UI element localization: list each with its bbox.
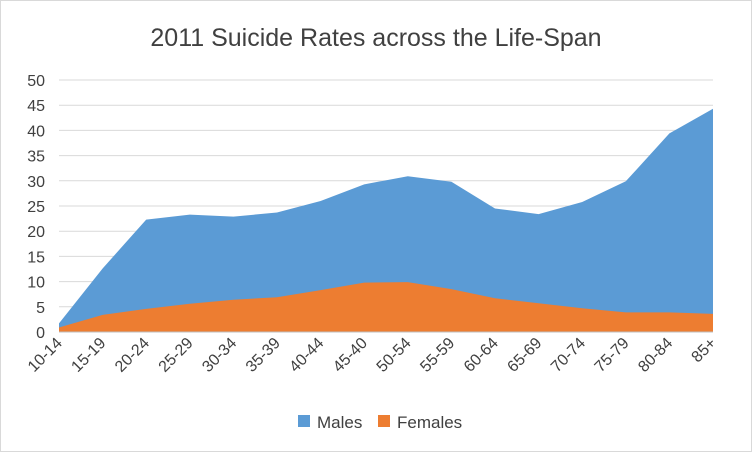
x-tick-label: 60-64 (461, 335, 502, 376)
y-tick-label: 40 (27, 123, 45, 140)
legend-swatch-females (378, 415, 390, 427)
x-tick-label: 70-74 (548, 335, 589, 376)
y-tick-label: 15 (27, 249, 45, 266)
plot-areas (59, 108, 713, 332)
x-tick-label: 50-54 (374, 335, 415, 376)
y-tick-label: 0 (36, 325, 45, 342)
x-tick-label: 20-24 (112, 335, 153, 376)
x-tick-label: 65-69 (504, 335, 545, 376)
x-tick-label: 10-14 (25, 335, 66, 376)
x-tick-label: 25-29 (156, 335, 197, 376)
y-tick-label: 10 (27, 275, 45, 292)
x-tick-label: 40-44 (286, 335, 327, 376)
area-females (59, 282, 713, 332)
x-tick-label: 45-40 (330, 335, 371, 376)
legend-label-males: Males (317, 413, 362, 432)
y-tick-label: 5 (36, 300, 45, 317)
y-tick-label: 30 (27, 174, 45, 191)
x-tick-label: 75-79 (592, 335, 633, 376)
x-tick-label: 80-84 (635, 335, 676, 376)
area-males (59, 108, 713, 332)
x-tick-label: 15-19 (68, 335, 109, 376)
y-tick-label: 45 (27, 98, 45, 115)
x-tick-label: 85+ (689, 335, 720, 366)
y-tick-label: 25 (27, 199, 45, 216)
y-tick-label: 20 (27, 224, 45, 241)
x-tick-label: 55-59 (417, 335, 458, 376)
legend-swatch-males (298, 415, 310, 427)
chart-title: 2011 Suicide Rates across the Life-Span (150, 24, 601, 52)
y-tick-label: 50 (27, 73, 45, 90)
x-tick-label: 35-39 (243, 335, 284, 376)
y-tick-label: 35 (27, 149, 45, 166)
x-tick-label: 30-34 (199, 335, 240, 376)
legend: Males Females (298, 413, 462, 432)
legend-label-females: Females (397, 413, 462, 432)
